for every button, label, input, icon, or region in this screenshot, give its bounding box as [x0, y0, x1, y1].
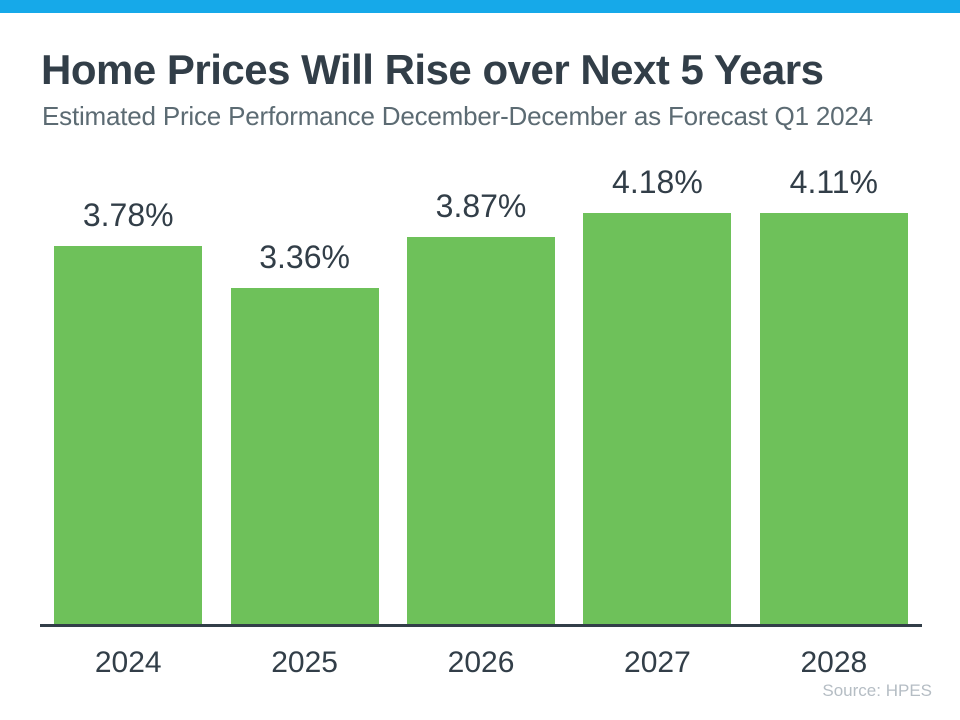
page-title: Home Prices Will Rise over Next 5 Years	[41, 46, 824, 93]
bar-value-label-2026: 3.87%	[435, 187, 527, 224]
header-stripe	[0, 0, 960, 13]
x-axis-label-2027: 2027	[624, 646, 691, 679]
bar-value-label-2027: 4.18%	[612, 164, 703, 200]
bar-2025	[230, 288, 379, 624]
x-axis-label-2028: 2028	[800, 646, 868, 679]
x-axis-labels: 2024 2025 2026 2027 2028	[40, 630, 922, 680]
bar-2028	[759, 213, 908, 624]
bar-2024	[54, 246, 203, 624]
bar-chart: 3.78% 3.36% 3.87% 4.18% 4.11%	[40, 164, 922, 627]
source-note: Source: HPES	[822, 681, 932, 700]
x-axis-label-2024: 2024	[94, 646, 162, 679]
bar-2027	[583, 213, 732, 624]
bar-value-label-2025: 3.36%	[259, 238, 350, 275]
page-subtitle: Estimated Price Performance December-Dec…	[42, 101, 873, 131]
bar-value-label-2024: 3.78%	[82, 196, 174, 233]
bar-group-2024: 3.78%	[40, 165, 216, 624]
x-axis-label-2026: 2026	[447, 646, 515, 679]
bar-2026	[407, 237, 556, 624]
bar-group-2025: 3.36%	[216, 165, 392, 624]
bar-group-2027: 4.18%	[569, 164, 745, 624]
bar-group-2028: 4.11%	[746, 164, 922, 624]
bar-value-label-2028: 4.11%	[789, 164, 878, 200]
bar-group-2026: 3.87%	[393, 165, 569, 624]
x-axis-label-2025: 2025	[271, 646, 338, 679]
